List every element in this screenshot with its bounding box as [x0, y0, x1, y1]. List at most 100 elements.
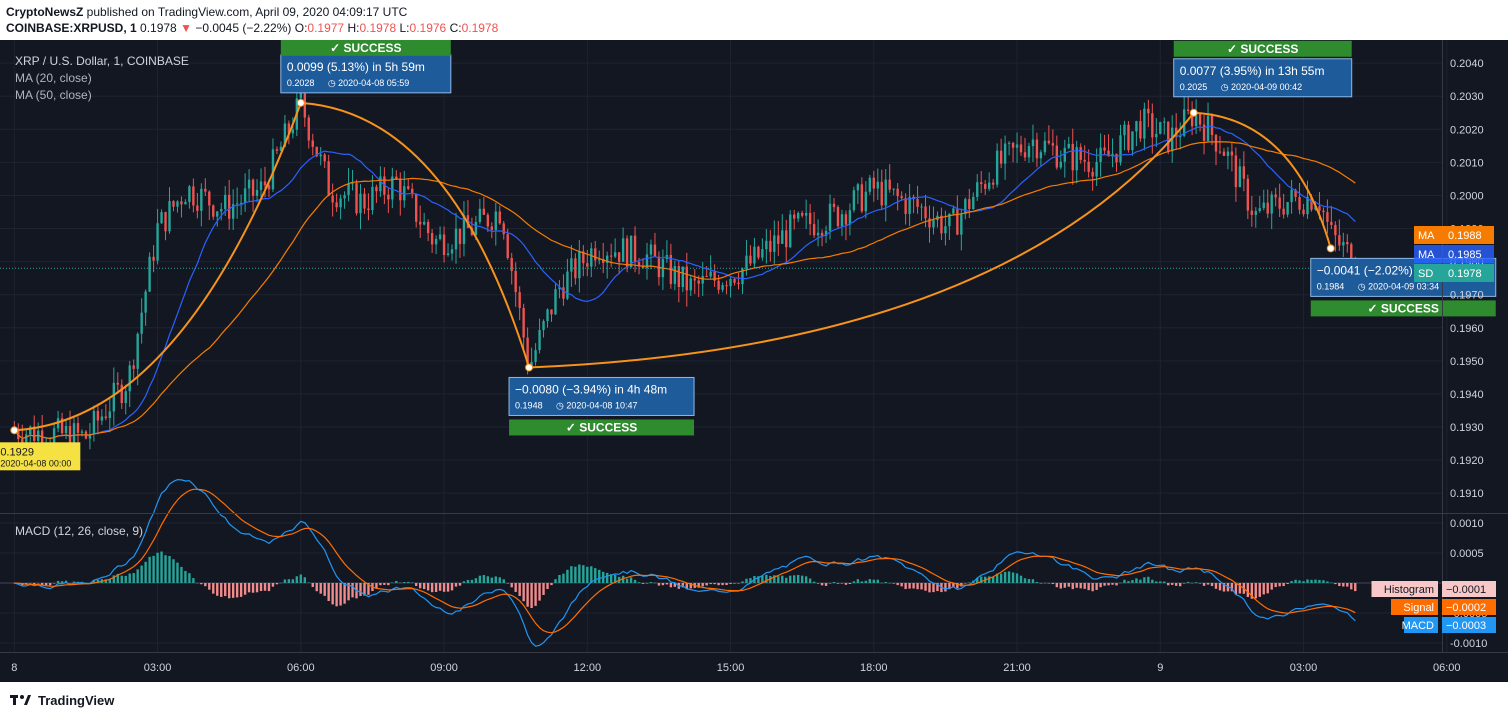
- candle-body: [136, 333, 139, 369]
- macd-histogram-bar: [570, 566, 573, 583]
- macd-histogram-bar: [737, 583, 740, 584]
- macd-histogram-bar: [68, 583, 72, 584]
- macd-histogram-bar: [936, 583, 939, 592]
- candle-body: [208, 191, 211, 206]
- candle-body: [482, 208, 486, 215]
- macd-histogram-bar: [1151, 579, 1154, 583]
- macd-histogram-bar: [291, 579, 295, 583]
- macd-histogram-bar: [840, 583, 844, 584]
- macd-histogram-bar: [438, 583, 442, 591]
- candle-body: [1107, 150, 1110, 157]
- macd-histogram-bar: [685, 583, 688, 590]
- candle-body: [980, 182, 983, 185]
- publisher-name[interactable]: CryptoNewsZ: [6, 5, 84, 19]
- candle-body: [168, 201, 171, 232]
- macd-histogram-bar: [526, 583, 529, 607]
- macd-histogram-bar: [1214, 583, 1218, 589]
- price-tick-label: 0.2040: [1450, 58, 1484, 70]
- macd-histogram-bar: [1059, 583, 1063, 589]
- macd-histogram-bar: [741, 581, 744, 583]
- macd-histogram-bar: [494, 576, 497, 583]
- macd-histogram-bar: [391, 582, 394, 583]
- candle-body: [900, 196, 903, 199]
- candle-body: [753, 246, 756, 264]
- macd-histogram-bar: [1234, 583, 1238, 595]
- candle-body: [347, 183, 350, 196]
- candle-body: [820, 232, 824, 236]
- macd-histogram-bar: [1270, 583, 1273, 590]
- candle-body: [948, 213, 951, 227]
- candle-body: [52, 428, 56, 444]
- macd-histogram-bar: [1007, 571, 1011, 583]
- candle-body: [494, 211, 497, 230]
- candle-body: [713, 271, 716, 281]
- macd-histogram-bar: [60, 581, 64, 583]
- candle-body: [359, 193, 362, 214]
- candle-body: [80, 431, 84, 433]
- macd-histogram-bar: [574, 566, 577, 583]
- candle-body: [315, 146, 318, 157]
- macd-histogram-bar: [908, 583, 911, 589]
- macd-histogram-bar: [558, 574, 561, 583]
- macd-histogram-bar: [534, 583, 537, 606]
- macd-histogram-bar: [832, 581, 836, 583]
- macd-histogram-bar: [295, 576, 299, 583]
- candle-body: [999, 150, 1003, 164]
- measure-date-text: ◷ 2020-04-09 00:42: [1221, 82, 1302, 92]
- macd-tick-label: -0.0010: [1450, 638, 1487, 650]
- macd-histogram-bar: [745, 578, 748, 583]
- macd-histogram-bar: [606, 572, 609, 583]
- candle-body: [677, 266, 681, 287]
- chart-header: CryptoNewsZ published on TradingView.com…: [0, 0, 1508, 40]
- macd-histogram-bar: [1095, 583, 1098, 590]
- macd-histogram-bar: [948, 583, 951, 590]
- macd-histogram-bar: [621, 575, 625, 583]
- price-tag-label: MA: [1418, 230, 1435, 242]
- candle-body: [594, 248, 597, 261]
- macd-histogram-bar: [327, 583, 330, 602]
- macd-histogram-bar: [613, 574, 617, 583]
- candle-body: [956, 208, 959, 235]
- macd-histogram-bar: [351, 583, 354, 598]
- macd-pane: [0, 478, 1442, 647]
- candle-body: [1290, 189, 1293, 203]
- candle-body: [478, 208, 482, 223]
- candle-body: [916, 199, 919, 207]
- candle-body: [438, 234, 442, 239]
- macd-histogram-bar: [924, 583, 927, 591]
- tradingview-brand[interactable]: TradingView: [38, 692, 115, 708]
- candle-body: [76, 423, 80, 433]
- macd-histogram-bar: [546, 583, 549, 590]
- candle-body: [40, 430, 44, 448]
- macd-histogram-bar: [1047, 583, 1051, 584]
- candle-body: [1218, 151, 1222, 153]
- candle-body: [689, 278, 692, 291]
- candle-body: [765, 240, 768, 250]
- candle-body: [1095, 162, 1098, 177]
- candle-body: [132, 365, 135, 369]
- candle-body: [578, 251, 581, 279]
- candle-body: [1206, 115, 1210, 141]
- start-label-box: [0, 442, 81, 471]
- macd-histogram-bar: [1286, 583, 1289, 585]
- macd-histogram-bar: [649, 582, 653, 583]
- macd-histogram-bar: [128, 573, 131, 583]
- candle-body: [279, 146, 283, 151]
- time-tick-label: 15:00: [717, 662, 745, 674]
- macd-histogram-bar: [263, 583, 267, 591]
- price-tag: [1414, 226, 1494, 244]
- macd-histogram-bar: [518, 583, 521, 597]
- price-tick-label: 0.1920: [1450, 455, 1484, 467]
- macd-histogram-bar: [1171, 583, 1174, 585]
- candle-body: [1294, 189, 1297, 197]
- signal-line: [14, 488, 1356, 634]
- macd-histogram-bar: [204, 583, 207, 587]
- macd-histogram-bar: [1115, 583, 1118, 586]
- macd-histogram-bar: [510, 583, 513, 588]
- macd-histogram-bar: [1290, 581, 1293, 583]
- candle-body: [299, 91, 303, 99]
- candle-body: [224, 194, 227, 210]
- macd-histogram-bar: [1111, 583, 1114, 585]
- macd-histogram-bar: [598, 569, 601, 583]
